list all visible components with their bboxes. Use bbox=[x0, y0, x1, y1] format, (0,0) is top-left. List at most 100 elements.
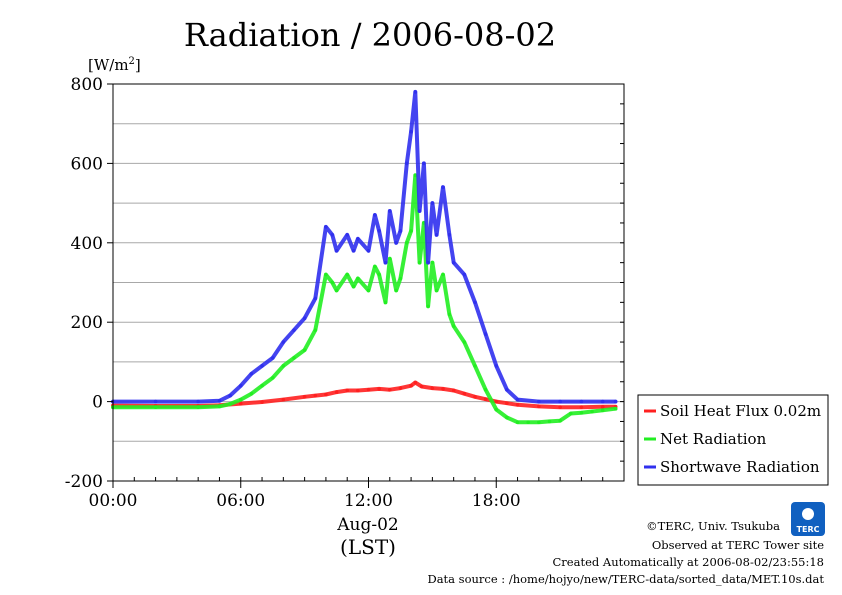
series-point bbox=[430, 201, 435, 205]
series-point bbox=[334, 288, 339, 293]
series-point bbox=[366, 288, 371, 293]
series-point bbox=[613, 406, 618, 411]
series-point bbox=[462, 391, 467, 396]
y-tick-label: 800 bbox=[71, 75, 103, 95]
series-point bbox=[270, 356, 275, 360]
series-point bbox=[351, 284, 356, 289]
series-point bbox=[377, 272, 381, 277]
series-point bbox=[292, 356, 296, 360]
series-point bbox=[356, 237, 360, 241]
series-point bbox=[494, 364, 499, 368]
series-point bbox=[405, 161, 409, 166]
series-point bbox=[153, 405, 158, 409]
y-axis-unit-text: [W/m bbox=[88, 56, 129, 74]
series-point bbox=[526, 420, 530, 425]
series-point bbox=[387, 209, 392, 213]
series-point bbox=[462, 340, 467, 344]
y-tick-label: 0 bbox=[92, 393, 103, 413]
series-point bbox=[590, 409, 594, 414]
series-point bbox=[249, 372, 254, 376]
x-axis-label: Aug-02 bbox=[336, 515, 398, 535]
series-point bbox=[351, 248, 356, 253]
series-point bbox=[238, 383, 243, 388]
series-point bbox=[451, 324, 456, 328]
grid-lines bbox=[113, 123, 624, 442]
series-point bbox=[366, 387, 371, 392]
series-point bbox=[383, 300, 388, 305]
series-point bbox=[260, 400, 264, 404]
series-point bbox=[394, 241, 398, 245]
series-point bbox=[413, 90, 418, 94]
series-point bbox=[430, 260, 435, 265]
series-point bbox=[330, 233, 335, 237]
series-point bbox=[373, 264, 377, 269]
series-point bbox=[417, 209, 422, 213]
y-axis-unit-label: [W/m2] bbox=[88, 56, 141, 74]
footer-copyright: ©TERC, Univ. Tsukuba bbox=[646, 519, 780, 533]
series-point bbox=[547, 419, 552, 424]
series-point bbox=[324, 392, 328, 397]
series-point bbox=[409, 129, 413, 134]
y-tick-label: 600 bbox=[71, 154, 103, 174]
chart-title: Radiation / 2006-08-02 bbox=[184, 16, 556, 54]
series-point bbox=[356, 388, 360, 393]
y-axis-unit-superscript: 2 bbox=[129, 56, 135, 67]
series-point bbox=[579, 399, 584, 404]
terc-logo-text: TERC bbox=[797, 525, 820, 534]
series-point bbox=[334, 390, 339, 394]
y-axis-unit-close: ] bbox=[135, 56, 141, 74]
series-point bbox=[383, 260, 388, 265]
terc-logo-drop-icon bbox=[802, 508, 814, 520]
series-point bbox=[473, 364, 477, 368]
series-point bbox=[441, 387, 445, 391]
series-point bbox=[228, 402, 232, 406]
series-point bbox=[387, 256, 392, 261]
series-point bbox=[260, 383, 264, 388]
series-line-0 bbox=[111, 380, 618, 410]
series-line-1 bbox=[111, 173, 618, 425]
series-point bbox=[281, 397, 286, 402]
series-point bbox=[398, 229, 403, 233]
series-point bbox=[441, 272, 445, 277]
series-point bbox=[249, 391, 254, 396]
series-point bbox=[345, 272, 350, 277]
series-point bbox=[281, 364, 286, 368]
series-point bbox=[373, 213, 377, 217]
terc-logo: TERC bbox=[791, 502, 825, 536]
series-point bbox=[537, 404, 541, 409]
series-point bbox=[387, 387, 392, 392]
series-point bbox=[281, 340, 286, 344]
x-tick-label: 12:00 bbox=[344, 491, 393, 511]
series-point bbox=[228, 393, 232, 398]
x-tick-label: 06:00 bbox=[216, 491, 265, 511]
series-line-2 bbox=[111, 89, 618, 404]
y-axis-ticks: -200 0 200 400 600 800 bbox=[65, 75, 624, 492]
series-point bbox=[579, 405, 584, 409]
series-lines bbox=[111, 89, 618, 425]
footer-observed: Observed at TERC Tower site bbox=[652, 538, 824, 552]
legend: Soil Heat Flux 0.02m Net Radiation Shortwa… bbox=[637, 394, 829, 486]
footer-source: Data source : /home/hojyo/new/TERC-data/… bbox=[427, 572, 824, 586]
series-point bbox=[313, 393, 318, 398]
series-point bbox=[451, 260, 456, 265]
legend-label: Shortwave Radiation bbox=[660, 458, 820, 476]
series-point bbox=[238, 401, 243, 406]
series-point bbox=[434, 233, 439, 237]
series-point bbox=[515, 397, 520, 402]
series-point bbox=[558, 405, 562, 409]
series-point bbox=[302, 316, 307, 321]
series-point bbox=[409, 229, 413, 233]
series-point bbox=[302, 348, 307, 352]
series-point bbox=[537, 399, 541, 404]
series-point bbox=[537, 420, 541, 425]
series-point bbox=[356, 276, 360, 281]
series-point bbox=[558, 399, 562, 404]
series-point bbox=[515, 420, 520, 425]
series-point bbox=[260, 364, 264, 368]
series-point bbox=[483, 397, 488, 402]
series-point bbox=[613, 399, 618, 404]
series-point bbox=[505, 387, 509, 392]
series-point bbox=[494, 399, 499, 404]
series-point bbox=[451, 388, 456, 393]
series-point bbox=[568, 411, 573, 416]
